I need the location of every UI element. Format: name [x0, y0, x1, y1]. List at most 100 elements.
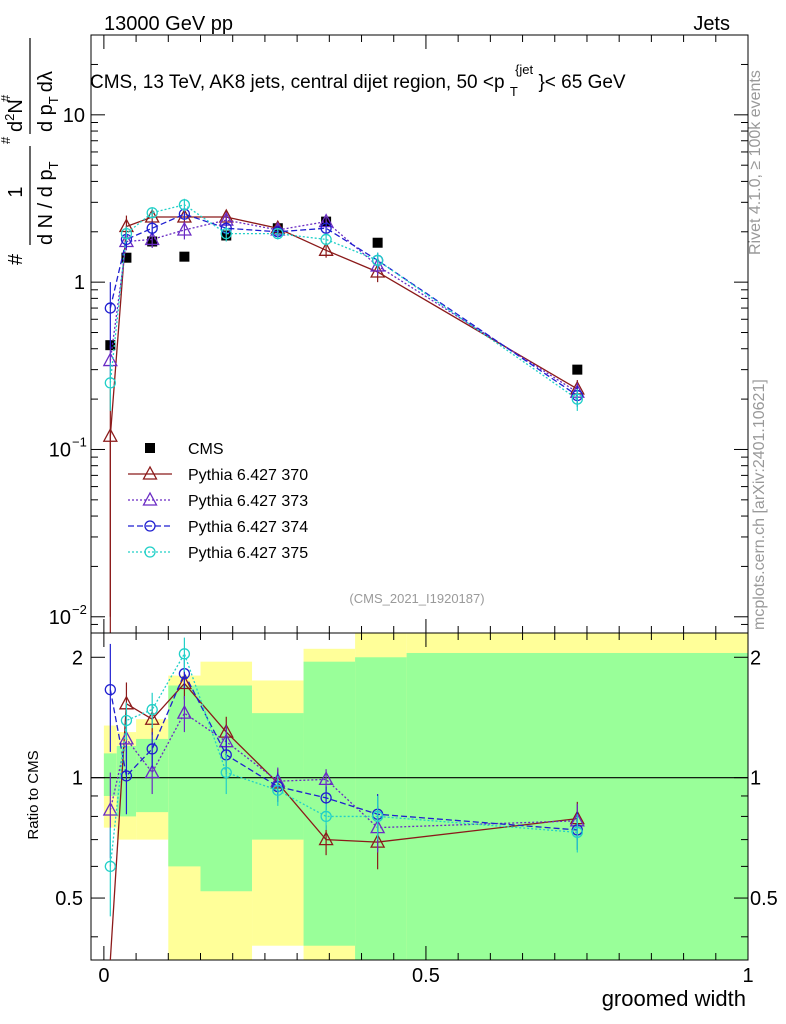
- x-tick-label: 0.5: [412, 965, 440, 987]
- ratio-y-tick-label-right: 1: [750, 768, 761, 790]
- ratio-y-tick-label-right: 0.5: [750, 888, 778, 910]
- ratio-point: [272, 784, 284, 796]
- data-point: [179, 251, 190, 262]
- data-point: [104, 377, 116, 389]
- main-frame: [90, 34, 749, 634]
- title-sup: {jet: [515, 62, 533, 77]
- legend-marker: [142, 491, 158, 506]
- ratio-y-label: Ratio to CMS: [25, 750, 42, 839]
- data-point: [176, 221, 192, 236]
- data-point: [372, 237, 383, 248]
- ratio-point: [120, 770, 133, 782]
- ratio-point: [178, 648, 191, 660]
- data-point: [121, 252, 132, 263]
- data-point: [371, 254, 384, 266]
- ratio-panel: 2 2 1 1 0.5 0.5 0 0.5 1: [55, 632, 778, 987]
- legend-label: Pythia 6.427 374: [188, 519, 308, 536]
- main-series-layer: [102, 198, 585, 633]
- data-point: [146, 222, 158, 234]
- tick-exp: −2: [72, 602, 87, 617]
- series-line: [109, 216, 578, 437]
- title-suffix: }< 65 GeV: [538, 72, 625, 93]
- legend-marker: [144, 546, 156, 558]
- data-point: [572, 364, 583, 375]
- ratio-point: [104, 860, 116, 873]
- x-tick-label: 1: [742, 965, 753, 987]
- title-prefix: CMS, 13 TeV, AK8 jets, central dijet reg…: [90, 72, 505, 93]
- ratio-point: [146, 703, 158, 716]
- legend-item-4: Pythia 6.427 375: [128, 545, 308, 562]
- ratio-point: [318, 831, 334, 846]
- band-inner: [303, 661, 356, 946]
- legend-item-0: CMS: [145, 441, 224, 458]
- data-point: [120, 227, 133, 240]
- data-point: [178, 199, 191, 211]
- ylabel-frac1-num: 1: [5, 186, 27, 197]
- legend-label: Pythia 6.427 370: [188, 467, 308, 484]
- main-y-tick-label: 10: [63, 105, 85, 127]
- legend: CMS Pythia 6.427 370 Pythia 6.427 373 Pythi…: [128, 441, 308, 562]
- legend-marker: [142, 465, 158, 480]
- x-axis-label: groomed width: [602, 986, 746, 1011]
- x-tick-label: 0: [98, 965, 109, 987]
- ylabel-frac2-num-tail: N: [5, 99, 27, 113]
- tick-base: 10: [49, 439, 71, 461]
- series-2: [102, 211, 585, 403]
- data-point: [146, 207, 158, 219]
- ylabel-hash1: #: [5, 253, 27, 265]
- ylabel-frac1-den-sub: T: [46, 161, 61, 169]
- ylabel-hash3: #: [0, 94, 13, 102]
- tick-exp: −1: [72, 434, 87, 449]
- legend-item-2: Pythia 6.427 373: [128, 491, 308, 510]
- legend-label: Pythia 6.427 375: [188, 545, 308, 562]
- ratio-series-3: [104, 637, 583, 917]
- data-point: [220, 227, 232, 240]
- ylabel-frac2-num-d: d: [5, 121, 27, 132]
- ratio-y-tick-label-right: 2: [750, 647, 761, 669]
- ratio-point: [371, 810, 384, 823]
- ratio-point: [146, 743, 158, 755]
- ratio-point: [118, 730, 135, 745]
- data-point: [144, 231, 160, 246]
- ratio-y-tick-label: 1: [72, 768, 83, 790]
- series-3: [104, 208, 583, 407]
- ratio-series-layer: [102, 637, 585, 961]
- rivet-version-text: Rivet 4.1.0, ≥ 100k events: [747, 70, 764, 255]
- legend-item-1: Pythia 6.427 370: [128, 465, 308, 484]
- ratio-point: [318, 771, 334, 786]
- header-left-label: 13000 GeV pp: [104, 13, 233, 35]
- ylabel-frac2-num-sup: 2: [2, 114, 17, 121]
- main-y-tick-label: 10−1: [49, 434, 87, 461]
- data-point: [571, 393, 583, 405]
- legend-marker: [145, 443, 155, 453]
- series-line: [109, 219, 578, 393]
- ylabel-frac2-num: d2N: [2, 99, 27, 132]
- ratio-point: [176, 704, 192, 719]
- legend-marker: [144, 520, 156, 532]
- ratio-point: [320, 792, 332, 804]
- data-point: [104, 302, 116, 314]
- main-y-tick-label: 10−2: [49, 602, 87, 629]
- legend-item-3: Pythia 6.427 374: [128, 519, 308, 536]
- ratio-point: [144, 764, 160, 779]
- ratio-y-tick-label: 2: [72, 647, 83, 669]
- data-point: [318, 241, 334, 256]
- ratio-point: [220, 766, 232, 779]
- band-inner: [355, 657, 407, 960]
- ratio-frame: [90, 632, 749, 961]
- plot-title: CMS, 13 TeV, AK8 jets, central dijet reg…: [90, 58, 626, 101]
- legend-label: CMS: [188, 441, 224, 458]
- main-y-tick-label: 1: [74, 272, 85, 294]
- ylabel-hash2: #: [0, 136, 13, 144]
- analysis-id: (CMS_2021_I1920187): [349, 591, 484, 606]
- ratio-point: [320, 810, 332, 823]
- mcplots-credit-text: mcplots.cern.ch [arXiv:2401.10621]: [751, 379, 768, 630]
- ylabel-frac2-den-text: d p: [35, 104, 57, 132]
- series-line: [109, 204, 578, 400]
- tick-base: 10: [49, 607, 71, 629]
- ylabel-frac2-den-tail: dλ: [35, 71, 57, 92]
- main-y-label: # 1 d N / d pT # d2N d pTdλ #: [0, 38, 61, 265]
- ratio-point: [120, 714, 133, 727]
